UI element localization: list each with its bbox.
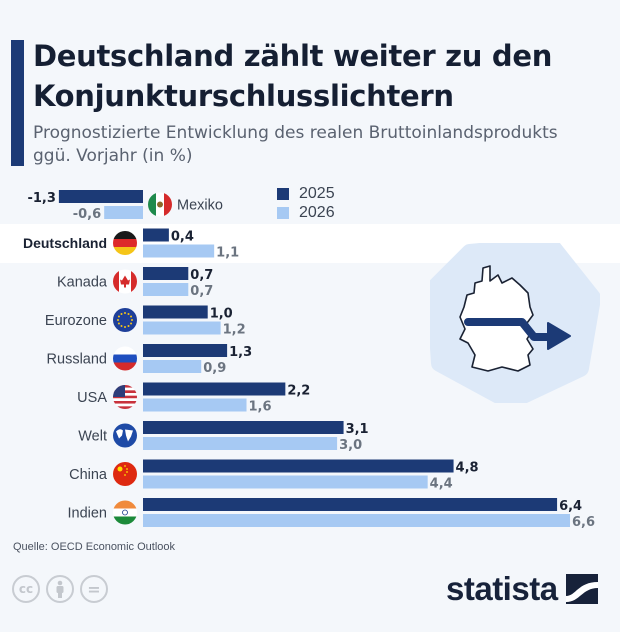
value-label-2025: 4,8 — [456, 461, 479, 476]
bar-2025-indien — [143, 498, 558, 511]
bar-2025-china — [143, 459, 454, 473]
person-icon — [56, 580, 64, 598]
bar-2025-kanada — [143, 267, 189, 280]
bar-2026-welt — [143, 437, 338, 450]
chart-row-russland: Russland 1,30,9 — [47, 344, 252, 376]
chart-row-usa: USA 2,2 1,6 — [77, 382, 310, 415]
bar-2026-usa — [143, 398, 247, 412]
flag-eu-icon — [113, 308, 137, 332]
value-label-2025: 3,1 — [346, 422, 369, 437]
value-label-2025: -1,3 — [27, 191, 55, 206]
value-label-2026: 0,7 — [190, 284, 213, 299]
value-label-2025: 2,2 — [287, 384, 310, 399]
category-label: USA — [77, 390, 107, 406]
category-label: Mexiko — [177, 198, 223, 214]
chart-row-china: China 4,84,4 — [69, 459, 479, 492]
chart-row-eurozone: Eurozone 1,01,2 — [45, 305, 246, 338]
title-accent-bar — [11, 40, 24, 166]
bar-2025-eurozone — [143, 305, 208, 319]
brand-name: statista — [446, 570, 558, 607]
attribution-icon[interactable] — [46, 575, 74, 603]
legend-label-2026: 2026 — [299, 203, 335, 221]
bar-2025-russland — [143, 344, 228, 357]
statista-logo-icon — [565, 574, 598, 604]
value-label-2025: 6,4 — [559, 499, 582, 514]
category-label: Russland — [47, 352, 107, 368]
cc-icon[interactable]: cc — [12, 575, 40, 603]
bar-chart: Mexiko -1,3 -0,6 Deutschland 0,4 1,1 Kanada 0,7… — [23, 190, 595, 530]
source-note: Quelle: OECD Economic Outlook — [13, 541, 176, 553]
legend-item-2025: 2025 — [277, 184, 335, 203]
chart-row-indien: Indien 6,46,6 — [67, 498, 595, 530]
legend-label-2025: 2025 — [299, 184, 335, 202]
flag-russia-icon — [113, 346, 137, 371]
bar-2026-china — [143, 475, 428, 489]
value-label-2026: 1,6 — [249, 400, 272, 415]
legend: 2025 2026 — [277, 184, 335, 222]
value-label-2026: 3,0 — [339, 438, 362, 453]
value-label-2025: 1,0 — [210, 307, 233, 322]
bar-2025-deutschland — [143, 228, 169, 242]
category-label: Welt — [78, 429, 107, 445]
legend-swatch-2025 — [277, 187, 289, 200]
flag-canada-icon — [113, 269, 137, 294]
chart-row-mexiko: Mexiko -1,3 -0,6 — [27, 190, 223, 222]
bar-2026-eurozone — [143, 321, 221, 335]
value-label-2026: 0,9 — [203, 361, 226, 376]
legend-item-2026: 2026 — [277, 203, 335, 222]
category-label: Indien — [67, 506, 107, 522]
category-label: Deutschland — [23, 235, 107, 251]
value-label-2025: 0,4 — [171, 230, 194, 245]
bar-2026-russland — [143, 360, 202, 373]
category-label: China — [69, 467, 108, 483]
chart-row-deutschland: Deutschland 0,4 1,1 — [23, 228, 239, 261]
germany-map-illustration — [430, 243, 600, 403]
flag-usa-icon — [113, 385, 137, 409]
bar-2026-deutschland — [143, 244, 215, 258]
flag-germany-icon — [113, 231, 137, 255]
value-label-2026: -0,6 — [73, 207, 101, 222]
bar-2025-mexiko — [58, 190, 143, 203]
category-label: Eurozone — [45, 313, 107, 329]
bar-2025-welt — [143, 421, 344, 434]
legend-swatch-2026 — [277, 206, 289, 219]
chart-title: Deutschland zählt weiter zu den Konjunkt… — [33, 39, 553, 113]
value-label-2026: 6,6 — [572, 515, 595, 530]
no-derivatives-icon[interactable]: = — [80, 575, 108, 603]
bar-2025-usa — [143, 382, 286, 396]
arrow-icon — [464, 318, 556, 341]
chart-row-kanada: Kanada 0,70,7 — [57, 267, 213, 299]
globe-icon — [113, 423, 137, 448]
value-label-2025: 0,7 — [190, 268, 213, 283]
flag-india-icon — [113, 500, 137, 525]
value-label-2026: 4,4 — [430, 477, 453, 492]
arrow-head — [547, 322, 571, 350]
bar-2026-indien — [143, 514, 571, 527]
statista-brand[interactable]: statista — [446, 570, 598, 608]
license-icons: cc = — [12, 575, 108, 603]
value-label-2026: 1,2 — [223, 323, 246, 338]
flag-mexico-icon — [148, 192, 172, 217]
chart-subtitle: Prognostizierte Entwicklung des realen B… — [33, 123, 558, 166]
bar-2026-kanada — [143, 283, 189, 296]
value-label-2025: 1,3 — [229, 345, 252, 360]
chart-row-welt: Welt 3,13,0 — [78, 421, 369, 453]
value-label-2026: 1,1 — [216, 246, 239, 261]
category-label: Kanada — [57, 275, 108, 291]
flag-china-icon — [113, 462, 137, 486]
bar-2026-mexiko — [104, 206, 143, 219]
